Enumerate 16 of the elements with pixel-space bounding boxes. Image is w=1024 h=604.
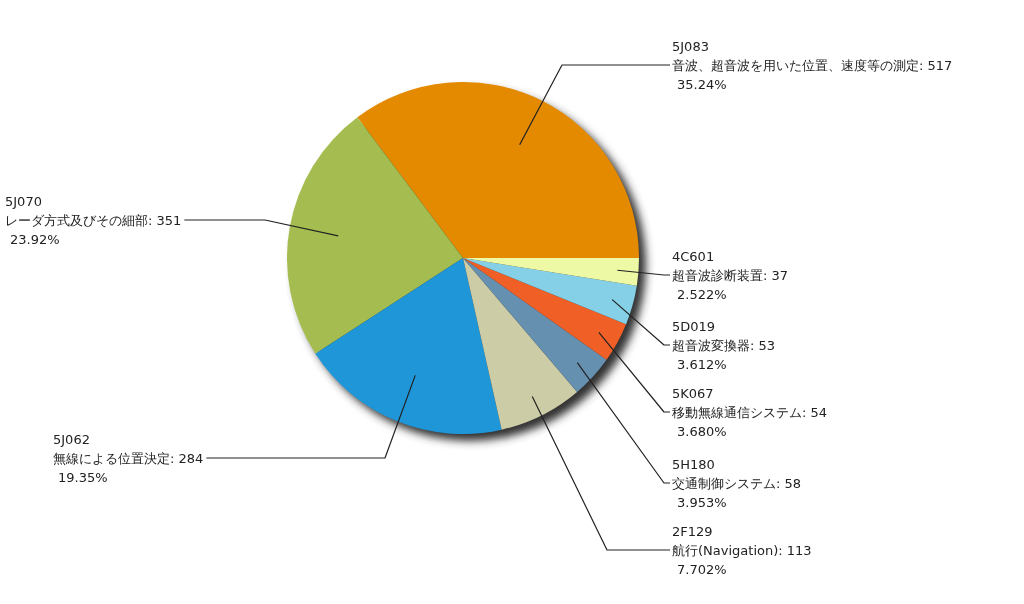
- pie-slice: [357, 82, 639, 258]
- slice-label: 5J062 無線による位置決定: 284 19.35%: [53, 432, 204, 485]
- slice-label: 5D019 超音波変換器: 53 3.612%: [672, 319, 776, 372]
- pie-slice: [463, 258, 607, 392]
- pie-slice: [463, 258, 639, 286]
- slice-label: 4C601 超音波診断装置: 37 2.522%: [672, 249, 789, 302]
- slice-label: 5H180 交通制御システム: 58 3.953%: [672, 457, 802, 510]
- pie-slice: [315, 258, 502, 434]
- slice-label: 5K067 移動無線通信システム: 54 3.680%: [672, 386, 828, 439]
- pie-slice: [463, 258, 627, 360]
- pie-slice: [463, 258, 578, 430]
- slice-label: 5J083 音波、超音波を用いた位置、速度等の測定: 517 35.24%: [672, 39, 953, 92]
- slice-label: 2F129 航行(Navigation): 113 7.702%: [672, 524, 812, 577]
- slice-label: 5J070 レーダ方式及びその細部: 351 23.92%: [5, 194, 182, 247]
- pie-slice: [287, 117, 463, 354]
- pie-slice: [463, 258, 637, 325]
